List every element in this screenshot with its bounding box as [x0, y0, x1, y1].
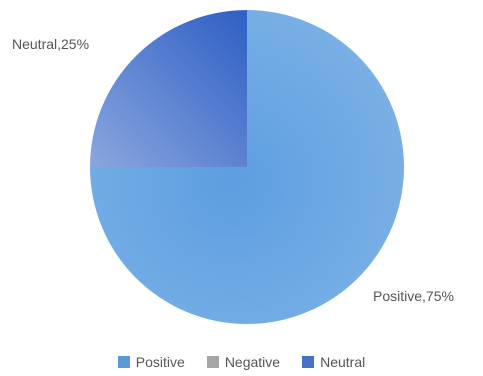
data-label-neutral: Neutral,25%	[12, 36, 90, 52]
pie-slice-neutral[interactable]	[90, 10, 247, 167]
legend-label-negative: Negative	[224, 354, 281, 370]
legend-item-negative[interactable]: Negative	[206, 354, 281, 370]
legend-label-neutral: Neutral	[320, 354, 366, 370]
legend-swatch-neutral	[302, 356, 315, 368]
legend-item-neutral[interactable]: Neutral	[302, 354, 365, 370]
chart-legend: Positive Negative Neutral	[0, 352, 483, 372]
data-label-positive: Positive,75%	[373, 288, 454, 304]
legend-swatch-positive	[117, 356, 130, 368]
legend-swatch-negative	[206, 356, 219, 368]
legend-label-positive: Positive	[135, 354, 185, 370]
legend-item-positive[interactable]: Positive	[117, 354, 185, 370]
